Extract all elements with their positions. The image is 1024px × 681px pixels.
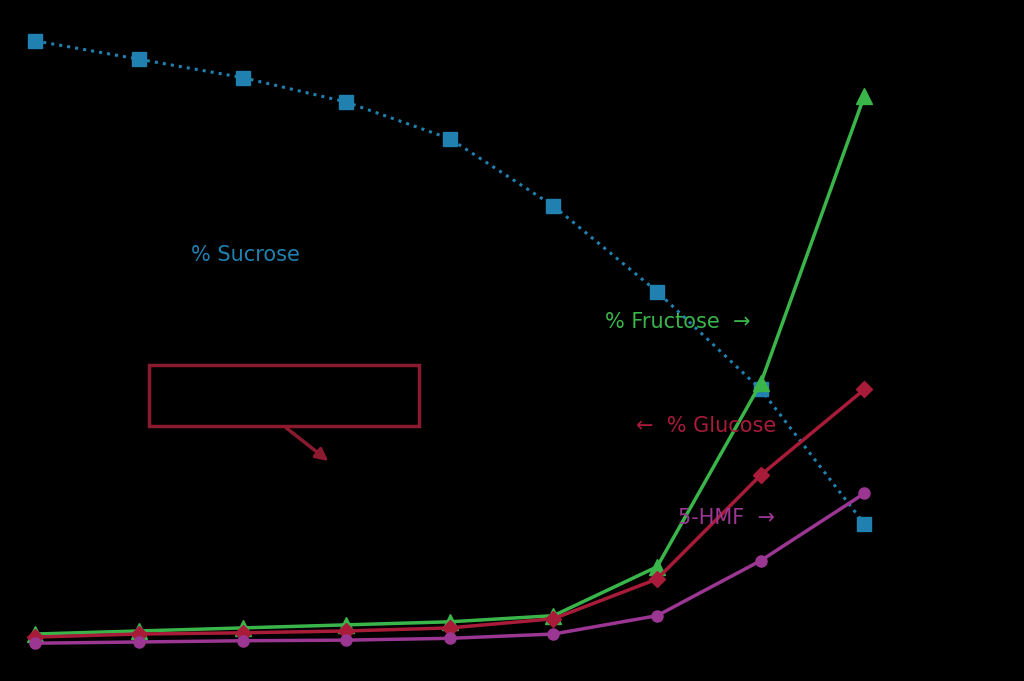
Text: % Sucrose: % Sucrose [190,245,300,265]
Bar [150,365,419,426]
Text: % Fructose  →: % Fructose → [605,313,751,332]
Text: 5-HMF  →: 5-HMF → [678,508,775,528]
Text: ←  % Glucose: ← % Glucose [636,416,776,437]
